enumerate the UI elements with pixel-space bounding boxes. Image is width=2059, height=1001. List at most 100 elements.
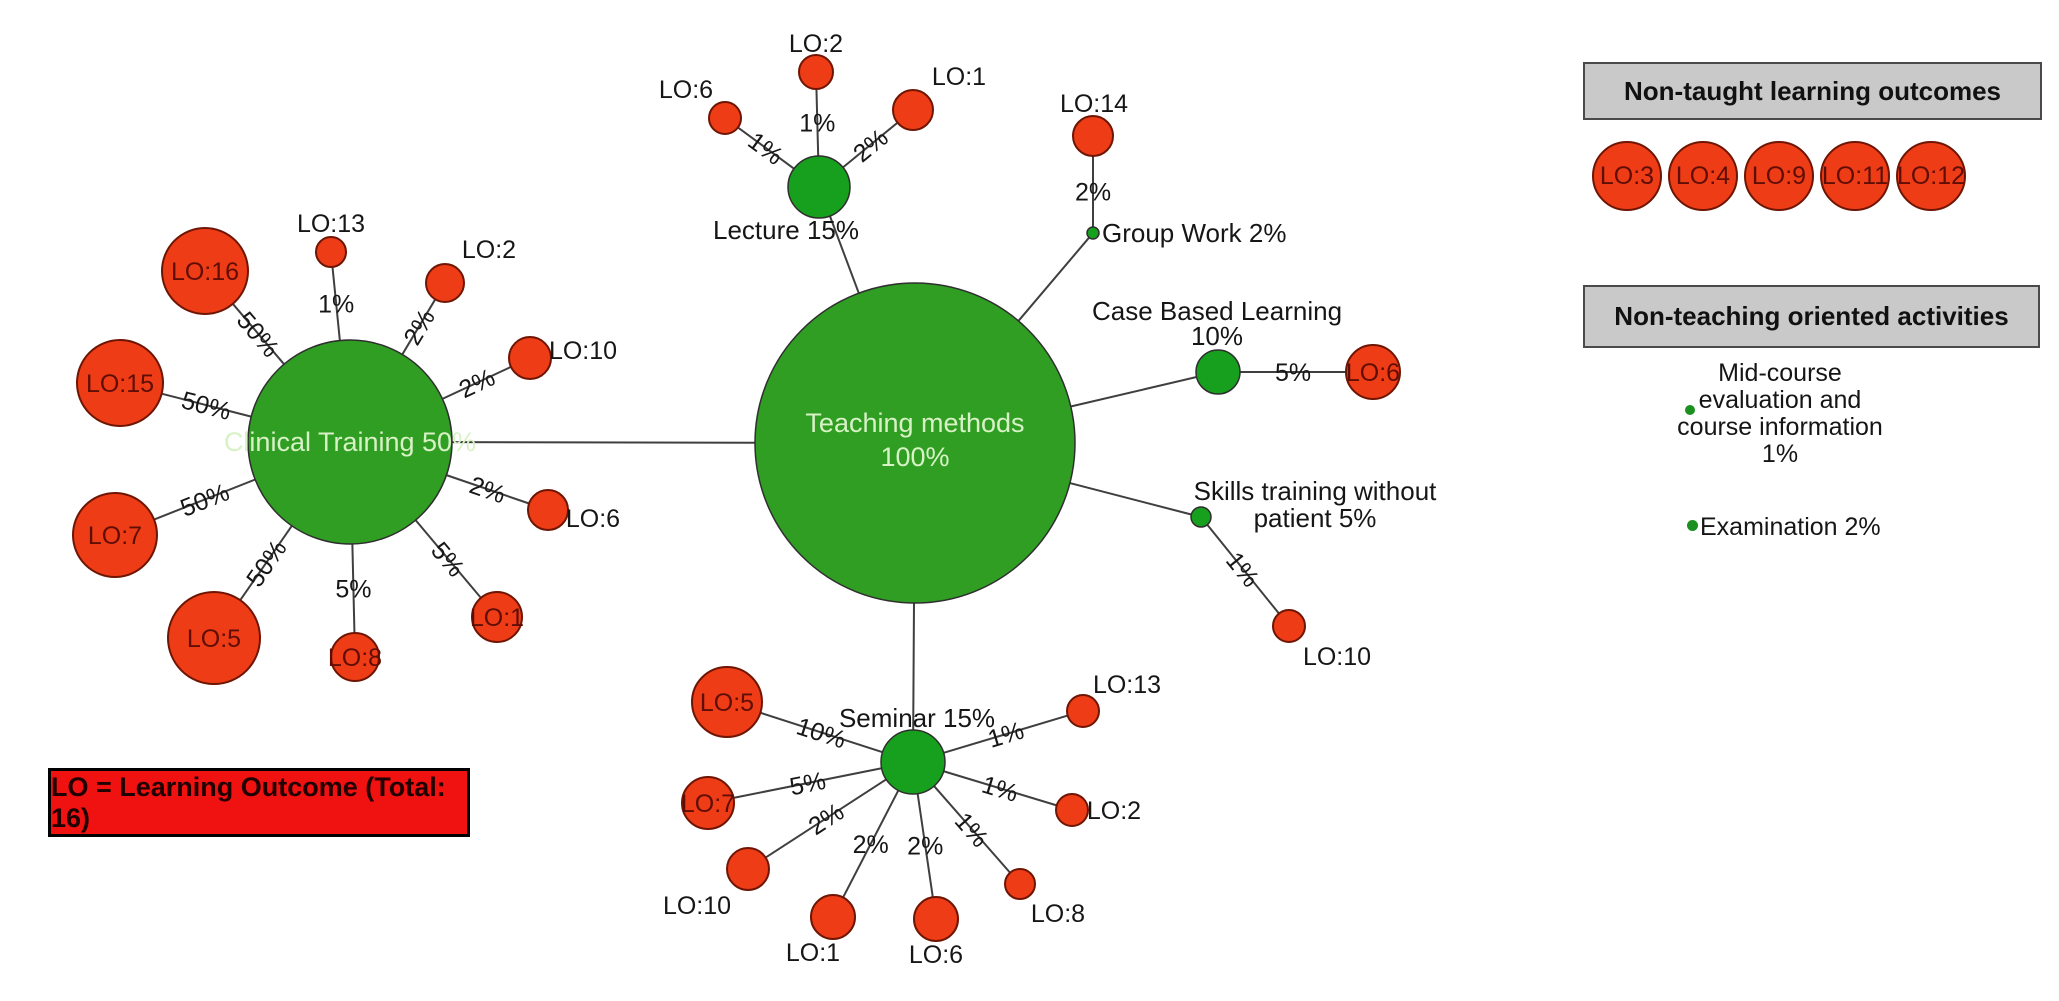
edge-lecture-l1: [842, 121, 899, 169]
node-seminar: [880, 729, 946, 795]
edge-label-groupwork-g14: 2%: [1075, 179, 1111, 207]
node-label-l2: LO:2: [789, 30, 843, 58]
node-lecture: [787, 155, 851, 219]
node-c15: [76, 339, 164, 427]
node-label-l1: LO:1: [932, 63, 986, 91]
node-label-m10: LO:10: [663, 892, 731, 920]
node-c10: [508, 336, 552, 380]
edge-seminar-m7: [733, 767, 882, 799]
lo-badge: LO:11: [1820, 141, 1890, 211]
edge-clinical-c10: [442, 365, 512, 400]
edge-label-clinical-c2: 2%: [398, 305, 441, 350]
node-g14: [1072, 115, 1114, 157]
edge-clinical-c5: [239, 525, 293, 601]
node-label-c10: LO:10: [549, 337, 617, 365]
node-clinical: [247, 339, 453, 545]
node-label-m8: LO:8: [1031, 900, 1085, 928]
node-label-m2: LO:2: [1087, 797, 1141, 825]
lo-badge: LO:12: [1896, 141, 1966, 211]
mid-course-label: Mid-course evaluation and course informa…: [1677, 359, 1883, 468]
edge-label-clinical-c10: 2%: [455, 363, 500, 404]
node-c7: [72, 492, 158, 578]
node-c6: [527, 489, 569, 531]
edge-label-seminar-m10: 2%: [804, 798, 850, 841]
node-m10: [726, 847, 770, 891]
edge-label-skills-s10: 1%: [1220, 547, 1264, 593]
edge-label-clinical-c7: 50%: [177, 478, 234, 522]
edge-skills-s10: [1206, 524, 1280, 615]
node-label-s10: LO:10: [1303, 643, 1371, 671]
examination-label: Examination 2%: [1700, 513, 1881, 541]
node-m1: [810, 894, 856, 940]
edge-teaching-lecture: [828, 215, 860, 294]
node-label-m6: LO:6: [909, 941, 963, 969]
node-label-c8: LO:8: [328, 644, 382, 672]
node-label-c6: LO:6: [566, 505, 620, 533]
node-m2: [1055, 793, 1089, 827]
edge-clinical-c7: [153, 478, 256, 521]
edge-label-clinical-c5: 50%: [241, 535, 293, 592]
edge-lecture-l6: [737, 126, 795, 170]
node-m5: [691, 666, 763, 738]
node-label-c15: LO:15: [86, 370, 154, 398]
lo-legend-label: LO = Learning Outcome (Total: 16): [51, 771, 446, 833]
edge-label-cbl-b6: 5%: [1275, 359, 1311, 387]
non-teaching-title: Non-teaching oriented activities: [1614, 301, 2009, 331]
node-label-groupwork: Group Work 2%: [1102, 218, 1286, 248]
node-label-cbl: Case Based Learning: [1092, 296, 1342, 326]
edge-clinical-c13: [331, 266, 341, 341]
node-m8: [1004, 868, 1036, 900]
node-teaching: [754, 282, 1076, 604]
edge-teaching-skills: [1069, 482, 1192, 516]
node-label-clinical: Clinical Training 50%: [224, 427, 476, 457]
node-c8: [330, 632, 380, 682]
examination-dot: [1687, 520, 1698, 531]
edge-clinical-c8: [351, 543, 356, 634]
edge-clinical-c1: [414, 519, 482, 599]
node-label-lecture: Lecture 15%: [713, 215, 859, 245]
edge-clinical-c2: [401, 298, 437, 355]
node-label-m13: LO:13: [1093, 671, 1161, 699]
node-label-skills: Skills training without: [1194, 476, 1438, 506]
node-m13: [1066, 694, 1100, 728]
edge-label-seminar-m1: 2%: [853, 831, 889, 859]
edge-seminar-m13: [943, 714, 1068, 754]
non-taught-circles: LO:3 LO:4 LO:9 LO:11 LO:12: [1592, 141, 1966, 211]
node-label-m1: LO:1: [786, 939, 840, 967]
lo-badge: LO:4: [1668, 141, 1738, 211]
node-label-c5: LO:5: [187, 625, 241, 653]
node-c16: [161, 227, 249, 315]
edge-label-seminar-m6: 2%: [907, 832, 943, 860]
node-s10: [1272, 609, 1306, 643]
edge-lecture-l2: [815, 88, 820, 157]
edge-label-clinical-c15: 50%: [178, 386, 233, 426]
edge-label-lecture-l2: 1%: [799, 110, 835, 138]
node-groupwork: [1086, 226, 1100, 240]
node-b6: [1345, 344, 1401, 400]
node-l2: [798, 54, 834, 90]
edge-label-seminar-m7: 5%: [787, 767, 828, 802]
edge-teaching-cbl: [1070, 376, 1197, 408]
edge-label-clinical-c13: 1%: [318, 291, 354, 319]
edge-label-clinical-c6: 2%: [466, 471, 509, 509]
node-m6: [913, 896, 959, 942]
edge-seminar-m5: [760, 711, 883, 754]
node-label-g14: LO:14: [1060, 90, 1128, 118]
edge-label-clinical-c8: 5%: [335, 575, 371, 603]
node-label-c16: LO:16: [171, 258, 239, 286]
node-label-c1: LO:1: [470, 604, 524, 632]
edge-seminar-m1: [842, 789, 900, 898]
lo-legend-box: LO = Learning Outcome (Total: 16): [48, 768, 470, 837]
node-label-seminar: Seminar 15%: [839, 703, 995, 733]
edge-clinical-c15: [161, 392, 252, 418]
node-label-b6: LO:6: [1346, 359, 1400, 387]
edge-label-lecture-l6: 1%: [743, 127, 789, 171]
node-label-c2: LO:2: [462, 236, 516, 264]
non-taught-header: Non-taught learning outcomes: [1583, 62, 2042, 120]
edge-clinical-c16: [232, 303, 285, 365]
node-c1: [471, 591, 523, 643]
edge-seminar-m8: [933, 785, 1011, 874]
edge-label-seminar-m2: 1%: [979, 771, 1022, 808]
